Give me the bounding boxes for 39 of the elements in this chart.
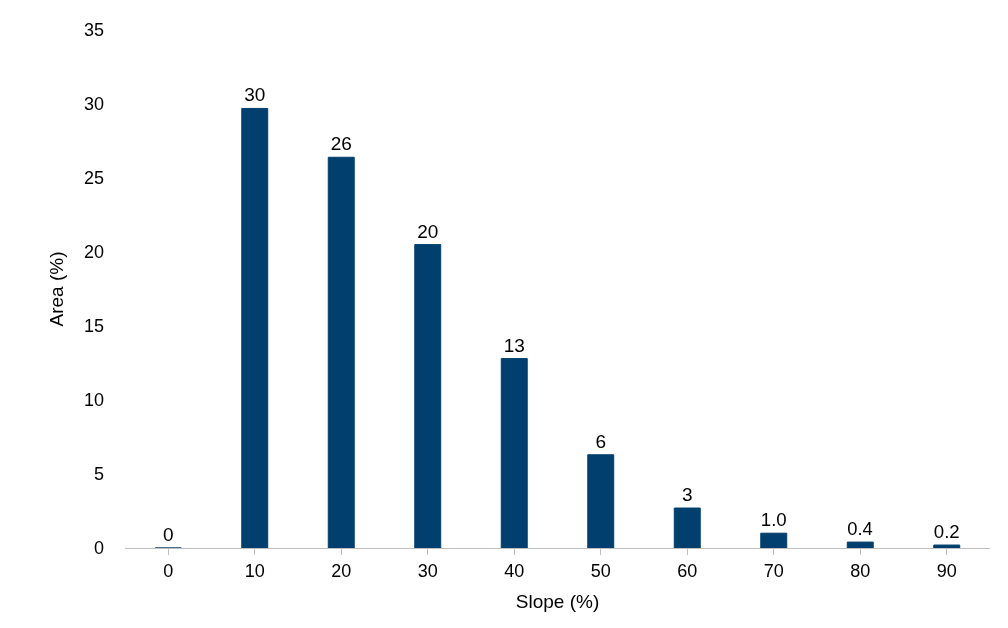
bar [241,107,269,548]
bar [587,454,615,548]
y-tick-label: 0 [93,538,104,559]
y-tick-label: 25 [83,168,104,189]
y-tick-label: 5 [93,464,104,485]
data-label: 0.4 [847,518,873,540]
bar [933,544,961,548]
bar [327,156,355,548]
data-label: 6 [595,430,607,452]
x-axis-title: Slope (%) [515,591,600,613]
data-label: 3 [681,484,693,506]
x-tick-label: 0 [163,560,174,581]
x-tick-label: 30 [417,560,438,581]
y-tick-label: 35 [83,20,104,41]
bar [414,244,442,548]
x-tick-label: 70 [763,560,784,581]
data-label: 30 [244,84,266,106]
y-tick-label: 20 [83,242,104,263]
data-label: 0 [162,524,174,545]
data-label: 20 [417,220,439,242]
data-label: 26 [330,133,352,155]
data-label: 0.2 [933,521,960,543]
x-tick-label: 10 [244,560,265,581]
bar [500,358,528,548]
data-label: 13 [503,334,525,356]
bar [673,507,701,548]
x-tick-label: 20 [331,560,352,581]
data-label: 1.0 [760,509,787,531]
x-tick-label: 40 [504,560,525,581]
y-tick-label: 10 [83,390,104,411]
bar [760,532,788,548]
y-tick-label: 15 [83,316,104,337]
x-tick-label: 50 [590,560,611,581]
x-tick-label: 90 [936,560,957,581]
y-tick-label: 30 [83,94,104,115]
x-tick-label: 60 [677,560,698,581]
bar [846,541,874,548]
x-tick-label: 80 [850,560,871,581]
y-axis-title: Area (%) [45,251,67,327]
